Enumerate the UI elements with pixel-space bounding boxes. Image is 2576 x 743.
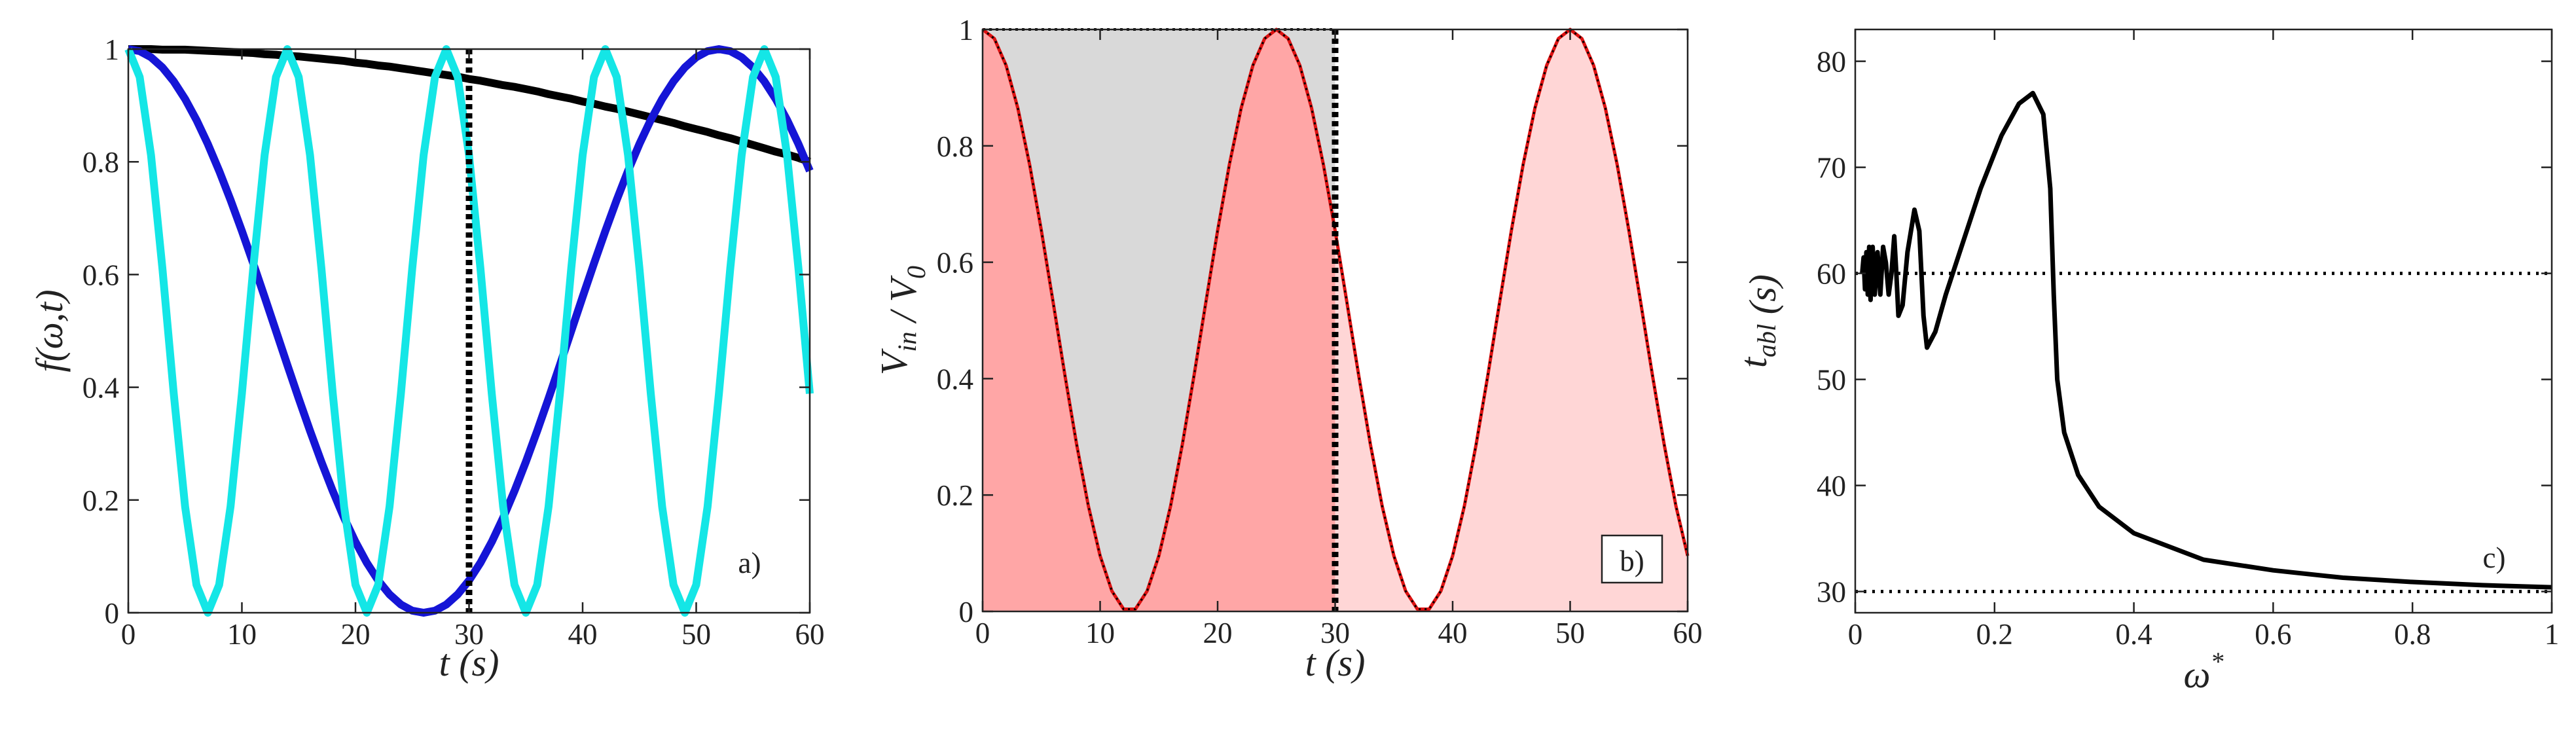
label-text: (s): [1316, 642, 1366, 684]
y-tick-label: 0.8: [937, 130, 973, 163]
x-tick-label: 0: [1848, 618, 1863, 651]
x-tick-label: 20: [1203, 617, 1233, 649]
annotation-box: [1601, 534, 1663, 584]
y-tick-label: 40: [1817, 470, 1846, 503]
label-superscript: *: [2210, 647, 2223, 676]
x-tick-label: 20: [341, 618, 371, 651]
label-text: f(ω,t): [28, 289, 71, 372]
label-text: V: [873, 348, 915, 375]
x-tick-label: 40: [1438, 617, 1468, 649]
panel-label: b): [1620, 545, 1644, 577]
y-tick-label: 70: [1817, 152, 1846, 185]
x-axis-label: t (s): [439, 642, 499, 684]
label-text: t: [1732, 356, 1775, 368]
x-tick-label: 0: [975, 617, 990, 649]
data-line: [1860, 90, 2552, 590]
y-tick-label: 60: [1817, 258, 1846, 291]
label-text: (s): [450, 642, 499, 684]
label-text: t: [1305, 642, 1317, 684]
panel-label: c): [2483, 541, 2506, 574]
x-tick-label: 1: [2545, 618, 2560, 651]
x-tick-label: 50: [1555, 617, 1585, 649]
x-tick-label: 10: [1085, 617, 1115, 649]
y-axis-label: Vin / V0: [873, 266, 931, 375]
y-tick-label: 0.8: [82, 146, 119, 179]
panel-label: a): [738, 547, 761, 579]
x-tick-label: 0.2: [1976, 618, 2013, 651]
x-tick-label: 0: [121, 618, 136, 651]
axes-frame: [1854, 28, 2553, 614]
y-tick-label: 80: [1817, 46, 1846, 79]
panel: 0 10 20 30 40 50 60 0 0.2 0.4 0.6 0.8 1 f(ω,t) t (s) a): [28, 33, 825, 684]
x-tick-label: 0.8: [2394, 618, 2431, 651]
label-subscript: abl: [1752, 324, 1781, 357]
label-text: (s): [1741, 274, 1784, 324]
y-tick-label: 0.2: [937, 479, 973, 512]
y-tick-label: 0.4: [937, 363, 973, 395]
y-tick-label: 0.6: [937, 247, 973, 280]
area-inflow: [983, 29, 1335, 611]
panel: 0 0.2 0.4 0.6 0.8 1 30 40 50 60 70 80 tabl (s) ω* c): [1732, 28, 2560, 696]
label-subscript: in: [892, 331, 922, 352]
y-tick-label: 1: [959, 14, 974, 46]
x-tick-label: 0.6: [2255, 618, 2291, 651]
x-tick-label: 0.4: [2115, 618, 2152, 651]
y-tick-label: 1: [105, 33, 120, 66]
x-axis-label: t (s): [1305, 642, 1366, 684]
label-text: t: [439, 642, 451, 684]
label-text: / V: [882, 274, 924, 331]
y-tick-label: 0: [959, 596, 974, 628]
x-tick-label: 40: [568, 618, 598, 651]
x-tick-label: 60: [795, 618, 825, 651]
area-deficit: [983, 29, 1335, 609]
x-tick-label: 50: [681, 618, 711, 651]
y-axis-label: f(ω,t): [28, 289, 71, 372]
x-axis-label: ω*: [2184, 647, 2224, 696]
x-tick-label: 30: [454, 618, 484, 651]
x-tick-label: 10: [227, 618, 257, 651]
label-subscript: 0: [901, 266, 931, 279]
y-tick-label: 0.6: [82, 259, 119, 291]
y-tick-label: 30: [1817, 576, 1846, 609]
data-line: [124, 45, 814, 617]
y-axis-label: tabl (s): [1732, 274, 1784, 368]
x-tick-label: 60: [1673, 617, 1703, 649]
y-tick-label: 50: [1817, 364, 1846, 397]
y-tick-label: 0.4: [82, 372, 119, 405]
x-tick-label: 30: [1320, 617, 1350, 649]
label-text: ω: [2184, 653, 2211, 696]
y-tick-label: 0.2: [82, 484, 119, 517]
y-tick-label: 0: [105, 597, 120, 630]
